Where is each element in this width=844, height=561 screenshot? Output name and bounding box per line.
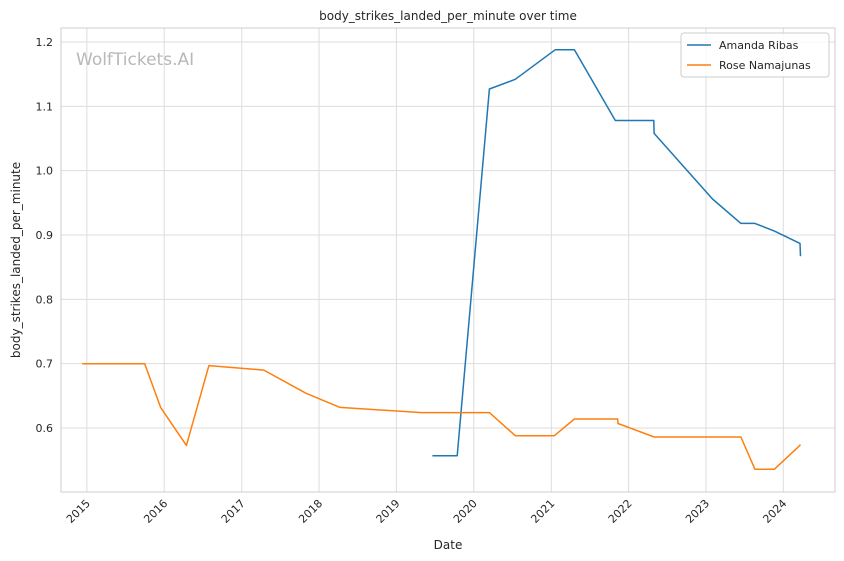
y-tick-label: 0.8 xyxy=(36,293,54,306)
y-tick-label: 1.2 xyxy=(36,36,54,49)
series-line-1 xyxy=(82,362,802,470)
watermark-text: WolfTickets.AI xyxy=(76,50,194,70)
legend-label: Rose Namajunas xyxy=(719,59,811,72)
y-tick-label: 1.1 xyxy=(36,100,54,113)
legend: Amanda Ribas Rose Namajunas xyxy=(680,32,830,78)
chart-title: body_strikes_landed_per_minute over time xyxy=(319,9,577,23)
series-line-0 xyxy=(432,48,802,457)
y-tick-label: 1.0 xyxy=(36,165,54,178)
series-lines xyxy=(82,48,802,470)
y-tick-label: 0.7 xyxy=(36,358,54,371)
plot-frame xyxy=(60,27,836,493)
y-axis-label: body_strikes_landed_per_minute xyxy=(9,162,23,358)
y-tick-label: 0.6 xyxy=(36,422,54,435)
x-axis-label: Date xyxy=(434,538,463,552)
legend-label: Amanda Ribas xyxy=(719,39,799,52)
y-tick-label: 0.9 xyxy=(36,229,54,242)
legend-box xyxy=(680,32,830,78)
